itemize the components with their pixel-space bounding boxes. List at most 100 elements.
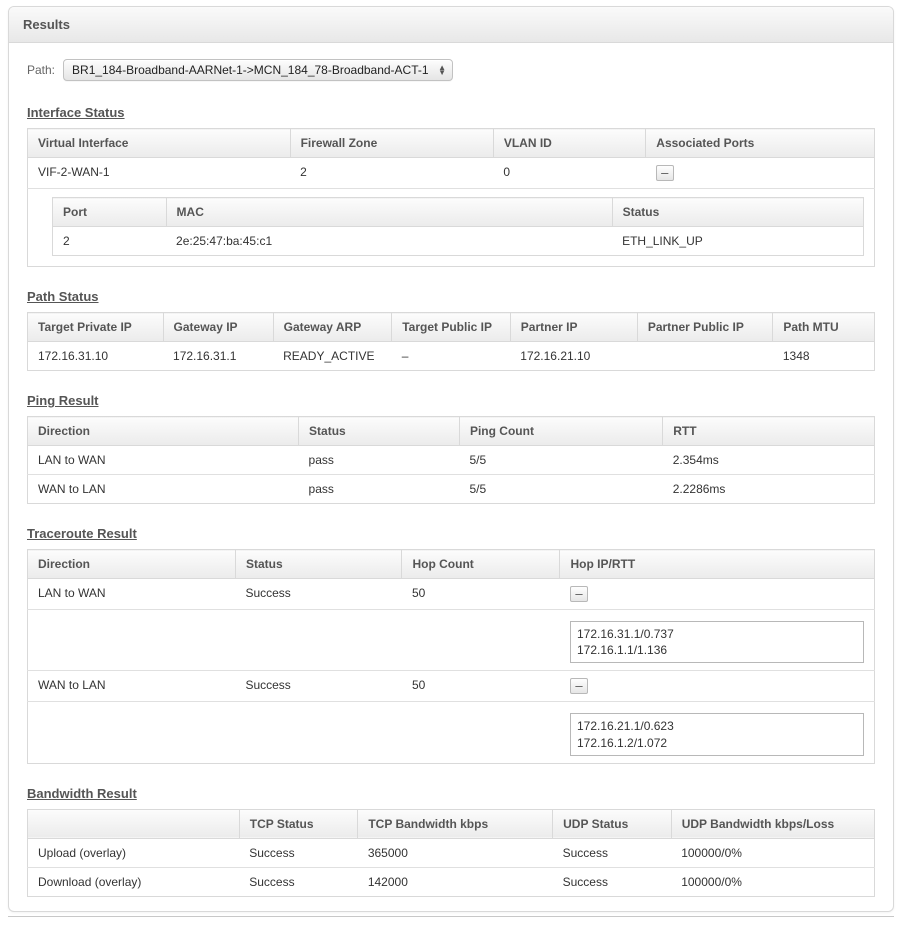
cell-tcpb: 365000 [358, 838, 553, 867]
cell-hops: 50 [402, 579, 560, 610]
cell-ports: – [646, 158, 875, 189]
col-hoprtt: Hop IP/RTT [560, 550, 875, 579]
hop-line: 172.16.21.1/0.623 [577, 718, 857, 734]
cell-label: Upload (overlay) [28, 838, 240, 867]
cell-tpi: 172.16.31.10 [28, 342, 164, 371]
col-gip: Gateway IP [163, 313, 273, 342]
traceroute-title: Traceroute Result [27, 526, 875, 541]
cell-tcps: Success [239, 867, 358, 896]
cell-port: 2 [53, 227, 167, 256]
cell-pip: 172.16.21.10 [510, 342, 637, 371]
col-ppub: Partner Public IP [637, 313, 773, 342]
results-panel: Results Path: BR1_184-Broadband-AARNet-1… [8, 6, 894, 912]
panel-body: Path: BR1_184-Broadband-AARNet-1->MCN_18… [9, 43, 893, 911]
path-status-table: Target Private IP Gateway IP Gateway ARP… [27, 312, 875, 371]
table-row: Upload (overlay) Success 365000 Success … [28, 838, 875, 867]
cell-garp: READY_ACTIVE [273, 342, 392, 371]
cell-tcps: Success [239, 838, 358, 867]
table-row: WAN to LAN Success 50 – [28, 671, 875, 702]
col-ports: Associated Ports [646, 129, 875, 158]
interface-status-title: Interface Status [27, 105, 875, 120]
col-status: Status [235, 550, 402, 579]
col-dir: Direction [28, 550, 236, 579]
cell-tcpb: 142000 [358, 867, 553, 896]
cell-dir: WAN to LAN [28, 475, 299, 504]
col-dir: Direction [28, 417, 299, 446]
cell-rtt: 2.2286ms [663, 475, 875, 504]
col-port: Port [53, 198, 167, 227]
col-hops: Hop Count [402, 550, 560, 579]
traceroute-detail-row: 172.16.31.1/0.737 172.16.1.1/1.136 [28, 610, 875, 671]
hop-line: 172.16.1.1/1.136 [577, 642, 857, 658]
cell-status: Success [235, 671, 402, 702]
cell-status: ETH_LINK_UP [612, 227, 863, 256]
cell-status: pass [299, 446, 460, 475]
cell-udpb: 100000/0% [671, 867, 874, 896]
cell-gip: 172.16.31.1 [163, 342, 273, 371]
hop-detail-box: 172.16.21.1/0.623 172.16.1.2/1.072 [570, 713, 864, 755]
table-row: VIF-2-WAN-1 2 0 – [28, 158, 875, 189]
col-mac: MAC [166, 198, 612, 227]
ping-table: Direction Status Ping Count RTT LAN to W… [27, 416, 875, 504]
hop-detail-box: 172.16.31.1/0.737 172.16.1.1/1.136 [570, 621, 864, 663]
interface-status-table: Virtual Interface Firewall Zone VLAN ID … [27, 128, 875, 267]
path-label: Path: [27, 63, 55, 77]
table-row: 172.16.31.10 172.16.31.1 READY_ACTIVE – … [28, 342, 875, 371]
col-tpub: Target Public IP [392, 313, 511, 342]
cell-mac: 2e:25:47:ba:45:c1 [166, 227, 612, 256]
col-count: Ping Count [459, 417, 662, 446]
cell-count: 5/5 [459, 475, 662, 504]
cell-hops: 50 [402, 671, 560, 702]
hop-line: 172.16.1.2/1.072 [577, 735, 857, 751]
col-garp: Gateway ARP [273, 313, 392, 342]
collapse-icon[interactable]: – [570, 678, 588, 694]
ports-table: Port MAC Status 2 2e:25:47:ba:45:c1 [52, 197, 864, 256]
col-pip: Partner IP [510, 313, 637, 342]
collapse-icon[interactable]: – [570, 586, 588, 602]
cell-hoprtt: – [560, 579, 875, 610]
cell-status: pass [299, 475, 460, 504]
cell-fz: 2 [290, 158, 493, 189]
col-vi: Virtual Interface [28, 129, 291, 158]
col-udpb: UDP Bandwidth kbps/Loss [671, 809, 874, 838]
table-row: 2 2e:25:47:ba:45:c1 ETH_LINK_UP [53, 227, 864, 256]
path-status-title: Path Status [27, 289, 875, 304]
cell-dir: WAN to LAN [28, 671, 236, 702]
col-rtt: RTT [663, 417, 875, 446]
cell-tpub: – [392, 342, 511, 371]
cell-count: 5/5 [459, 446, 662, 475]
path-row: Path: BR1_184-Broadband-AARNet-1->MCN_18… [27, 59, 875, 81]
traceroute-table: Direction Status Hop Count Hop IP/RTT LA… [27, 549, 875, 764]
col-vlan: VLAN ID [493, 129, 645, 158]
panel-title: Results [9, 7, 893, 43]
cell-udpb: 100000/0% [671, 838, 874, 867]
traceroute-detail-row: 172.16.21.1/0.623 172.16.1.2/1.072 [28, 702, 875, 763]
cell-mtu: 1348 [773, 342, 875, 371]
col-tcpb: TCP Bandwidth kbps [358, 809, 553, 838]
cell-hoprtt: – [560, 671, 875, 702]
path-select-value: BR1_184-Broadband-AARNet-1->MCN_184_78-B… [72, 63, 429, 77]
select-arrows-icon: ▲▼ [438, 65, 446, 75]
cell-vlan: 0 [493, 158, 645, 189]
table-row: WAN to LAN pass 5/5 2.2286ms [28, 475, 875, 504]
ping-title: Ping Result [27, 393, 875, 408]
collapse-icon[interactable]: – [656, 165, 674, 181]
col-udps: UDP Status [553, 809, 672, 838]
cell-ppub [637, 342, 773, 371]
hop-line: 172.16.31.1/0.737 [577, 626, 857, 642]
table-row: LAN to WAN Success 50 – [28, 579, 875, 610]
nested-row: Port MAC Status 2 2e:25:47:ba:45:c1 [28, 189, 875, 267]
bottom-rule [8, 916, 894, 917]
col-fz: Firewall Zone [290, 129, 493, 158]
bandwidth-title: Bandwidth Result [27, 786, 875, 801]
cell-udps: Success [553, 838, 672, 867]
cell-dir: LAN to WAN [28, 579, 236, 610]
cell-status: Success [235, 579, 402, 610]
col-tcps: TCP Status [239, 809, 358, 838]
bandwidth-table: TCP Status TCP Bandwidth kbps UDP Status… [27, 809, 875, 897]
cell-dir: LAN to WAN [28, 446, 299, 475]
col-label [28, 809, 240, 838]
table-row: LAN to WAN pass 5/5 2.354ms [28, 446, 875, 475]
path-select[interactable]: BR1_184-Broadband-AARNet-1->MCN_184_78-B… [63, 59, 453, 81]
col-status: Status [299, 417, 460, 446]
